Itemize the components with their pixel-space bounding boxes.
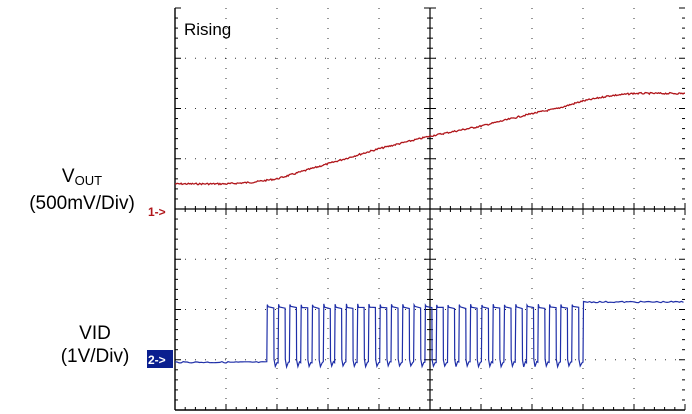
vid-axis-label: VID (1V/Div) [60,322,130,368]
channel-markers: 1-> 2-> [147,205,173,368]
plot-title: Rising [184,20,232,39]
vout-subscript: OUT [74,173,103,188]
vout-name: VOUT [61,166,103,188]
vout-scale: (500mV/Div) [29,193,135,214]
vid-name: VID [79,323,111,344]
ch2-reference-marker: 2-> [148,353,166,367]
vout-axis-label: VOUT (500mV/Div) [12,165,152,215]
vout-trace [174,91,685,186]
graticule-ticks [174,7,686,411]
ch1-reference-marker: 1-> [148,205,166,219]
ch2-reference-marker-box [147,350,173,368]
vid-scale: (1V/Div) [60,346,130,367]
vid-trace [174,300,684,370]
